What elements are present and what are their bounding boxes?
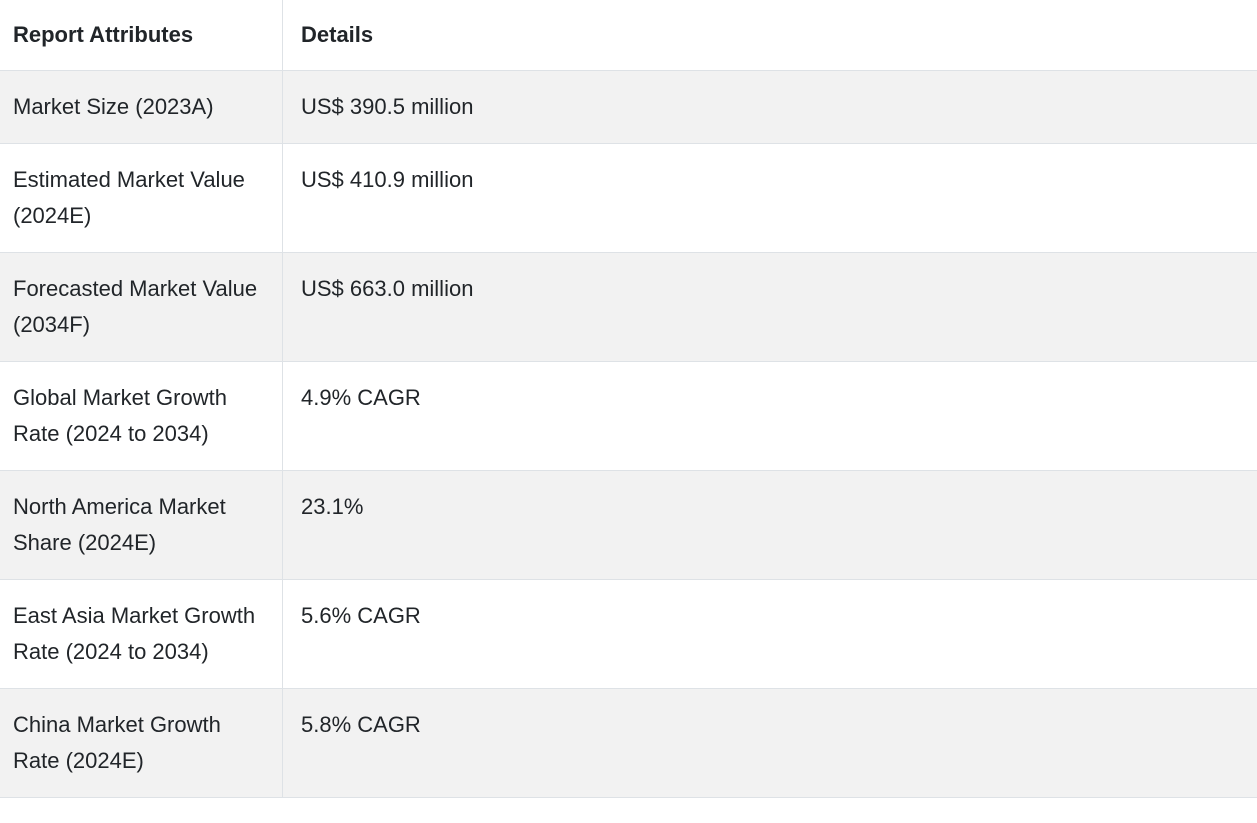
detail-cell: US$ 663.0 million bbox=[282, 252, 1257, 362]
report-attributes-table: Report Attributes Details Market Size (2… bbox=[0, 0, 1257, 798]
attribute-cell: North America Market Share (2024E) bbox=[0, 470, 283, 580]
table-row: China Market Growth Rate (2024E) 5.8% CA… bbox=[0, 688, 1257, 798]
detail-cell: 23.1% bbox=[282, 470, 1257, 580]
table-row: Global Market Growth Rate (2024 to 2034)… bbox=[0, 361, 1257, 471]
table-row: Estimated Market Value (2024E) US$ 410.9… bbox=[0, 143, 1257, 253]
detail-cell: 4.9% CAGR bbox=[282, 361, 1257, 471]
attribute-cell: Forecasted Market Value (2034F) bbox=[0, 252, 283, 362]
attribute-cell: China Market Growth Rate (2024E) bbox=[0, 688, 283, 798]
table-row: Market Size (2023A) US$ 390.5 million bbox=[0, 70, 1257, 144]
header-details: Details bbox=[282, 0, 1257, 71]
detail-cell: 5.6% CAGR bbox=[282, 579, 1257, 689]
attribute-cell: Global Market Growth Rate (2024 to 2034) bbox=[0, 361, 283, 471]
table-row: East Asia Market Growth Rate (2024 to 20… bbox=[0, 579, 1257, 689]
attribute-cell: Market Size (2023A) bbox=[0, 70, 283, 144]
table-row: North America Market Share (2024E) 23.1% bbox=[0, 470, 1257, 580]
table-row: Forecasted Market Value (2034F) US$ 663.… bbox=[0, 252, 1257, 362]
attribute-cell: Estimated Market Value (2024E) bbox=[0, 143, 283, 253]
header-report-attributes: Report Attributes bbox=[0, 0, 283, 71]
detail-cell: US$ 390.5 million bbox=[282, 70, 1257, 144]
detail-cell: 5.8% CAGR bbox=[282, 688, 1257, 798]
detail-cell: US$ 410.9 million bbox=[282, 143, 1257, 253]
table-header-row: Report Attributes Details bbox=[0, 0, 1257, 71]
attribute-cell: East Asia Market Growth Rate (2024 to 20… bbox=[0, 579, 283, 689]
